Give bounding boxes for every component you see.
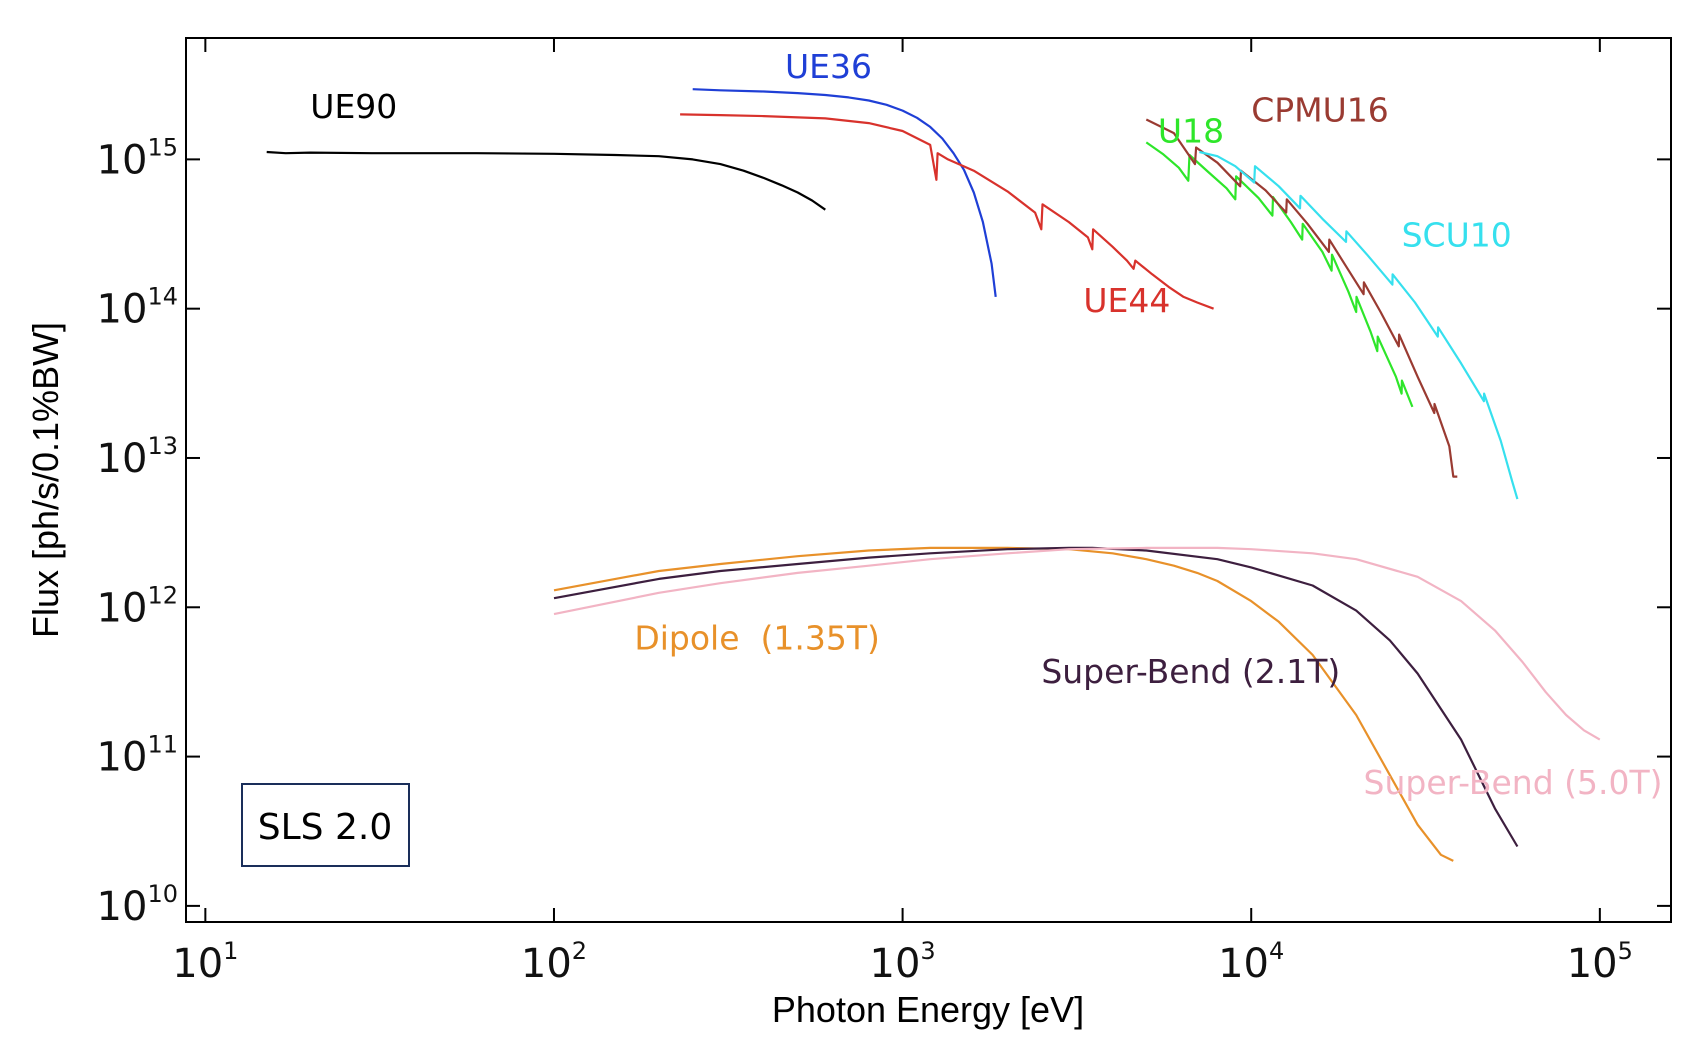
series-label-ue44: UE44 [1083,281,1170,320]
y-tick-label: 1015 [97,133,178,183]
series-labels: UE90 UE36 UE44 U18 CPMU16 SCU10 Dipole (1.35T)… [310,47,1662,802]
x-tick-label: 101 [172,937,238,987]
series-label-cpmu16: CPMU16 [1251,90,1389,129]
x-tick-label: 102 [521,937,587,987]
series-label-u18: U18 [1158,111,1224,150]
series-line-super-bend-2-1t [553,546,1519,848]
series-label-scu10: SCU10 [1402,216,1512,255]
y-tick-label: 1012 [97,581,178,631]
y-tick-label: 1011 [97,731,178,781]
series-line-ue90 [266,150,826,211]
y-tick-label: 1013 [97,432,178,482]
sls-badge-frame [241,783,410,867]
y-tick-label: 1010 [97,880,178,930]
series-line-scu10 [1199,150,1519,500]
series-line-dipole-1-35t [553,546,1454,862]
series-label-dipole-1-35t: Dipole (1.35T) [634,619,880,658]
axis-tick-labels: 101 102 103 104 105 1010 1011 1012 1013 1014 1015 [97,133,1633,987]
sls-badge-label: SLS 2.0 [258,807,392,848]
series-line-u18 [1145,141,1414,408]
series-line-cpmu16 [1145,118,1458,478]
x-tick-label: 104 [1218,937,1284,987]
plot-frame [185,37,1672,923]
series-label-super-bend-5-0t: Super-Bend (5.0T) [1364,763,1663,802]
y-axis-title: Flux [ph/s/0.1%BW] [25,322,66,638]
series-lines [266,88,1601,862]
x-axis-title: Photon Energy [eV] [772,989,1084,1030]
y-tick-label: 1014 [97,283,178,333]
series-label-ue90: UE90 [310,87,397,126]
series-label-ue36: UE36 [785,47,872,86]
series-line-ue36 [692,88,997,298]
x-tick-label: 103 [870,937,936,987]
sls-badge: SLS 2.0 [241,783,410,867]
series-line-super-bend-5-0t [553,546,1601,741]
axis-ticks [186,38,1671,922]
x-tick-label: 105 [1567,937,1633,987]
series-line-ue44 [680,113,1214,310]
series-label-super-bend-2-1t: Super-Bend (2.1T) [1041,652,1340,691]
